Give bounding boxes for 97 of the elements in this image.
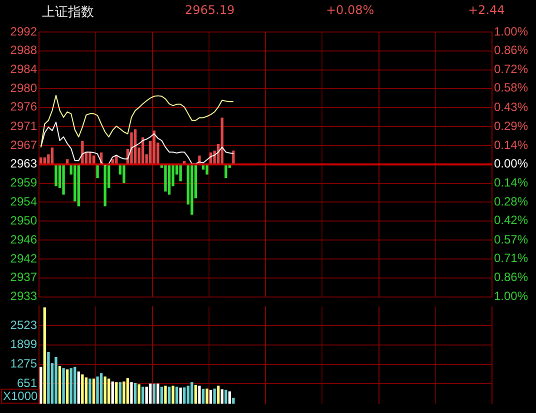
y-tick-label: 2976 <box>10 100 38 114</box>
y2-tick-label: 0.28% <box>494 194 528 208</box>
y-tick-label: 2954 <box>10 194 38 209</box>
bar <box>70 368 72 404</box>
y2-tick-label: 0.71% <box>494 251 528 266</box>
bar <box>168 386 171 404</box>
bar <box>183 387 186 404</box>
y-tick-label: 2933 <box>10 289 38 304</box>
bar <box>190 382 194 404</box>
y-tick-label: 2937 <box>10 270 38 284</box>
bar <box>209 390 212 404</box>
bar <box>81 374 84 404</box>
bar <box>206 388 208 404</box>
y-tick-label: 2971 <box>10 118 38 133</box>
text: X1000 <box>3 389 38 404</box>
y2-tick-label: 0.14% <box>494 176 528 190</box>
bar <box>118 382 122 404</box>
y-tick-label: 2992 <box>10 24 38 38</box>
bar <box>224 390 228 404</box>
bar <box>145 386 148 404</box>
y2-tick-label: 0.42% <box>494 212 528 227</box>
y2-tick-label: 0.86% <box>494 43 528 58</box>
bar <box>160 386 164 404</box>
bar <box>179 388 182 404</box>
bar <box>138 384 140 404</box>
bar <box>77 372 80 404</box>
bar <box>130 382 133 404</box>
bar <box>164 386 167 404</box>
text: +0.08% <box>326 3 374 17</box>
y-tick-label: 2523 <box>10 318 38 332</box>
bar <box>216 386 220 404</box>
bar <box>111 381 114 404</box>
bar <box>62 164 65 195</box>
bar <box>115 382 118 404</box>
bar <box>54 164 58 186</box>
bar <box>122 164 126 184</box>
bar <box>134 383 137 404</box>
y-tick-label: 2942 <box>10 251 38 266</box>
bar <box>40 366 42 404</box>
y-tick-label: 2984 <box>10 62 38 76</box>
bar <box>172 386 174 404</box>
bar <box>141 386 144 404</box>
bar <box>104 376 106 404</box>
bar <box>100 373 103 404</box>
bar <box>202 388 205 404</box>
bar <box>164 164 167 192</box>
bar <box>58 366 62 404</box>
y-tick-label: 2980 <box>10 81 38 96</box>
bar <box>96 376 99 404</box>
bar <box>66 369 69 404</box>
bar <box>175 386 178 404</box>
y-tick-label: 2959 <box>10 176 38 190</box>
chart-title: 上证指数 <box>42 4 94 21</box>
y2-tick-label: 0.43% <box>494 100 528 114</box>
bar <box>88 378 92 404</box>
bar <box>92 378 96 404</box>
bar <box>156 384 160 404</box>
y-tick-label: 2967 <box>10 138 38 152</box>
bar <box>149 384 152 404</box>
text: 2965.19 <box>185 3 235 17</box>
y2-tick-label: 0.58% <box>494 80 528 95</box>
y2-tick-label: 0.72% <box>494 62 528 76</box>
y-tick-label: 2950 <box>10 213 38 228</box>
y-tick-label: 1275 <box>10 356 38 371</box>
bar <box>84 377 88 404</box>
y2-tick-label: 0.00% <box>494 156 528 171</box>
bar <box>194 384 197 404</box>
y2-tick-label: 1.00% <box>494 24 528 38</box>
bar <box>122 381 126 404</box>
bar <box>179 164 182 182</box>
y2-tick-label: 0.86% <box>494 270 528 284</box>
bar <box>198 386 201 404</box>
bar <box>186 386 190 404</box>
bar <box>220 389 224 404</box>
bar <box>47 352 50 404</box>
y2-tick-label: 0.14% <box>494 138 528 152</box>
bar <box>108 378 110 404</box>
y-tick-label: 2963 <box>10 156 38 171</box>
y-tick-label: 651 <box>16 376 38 390</box>
y2-tick-label: 1.00% <box>494 289 528 304</box>
bar <box>77 164 80 206</box>
bar <box>228 391 231 404</box>
bar <box>62 368 65 404</box>
y2-tick-label: 0.29% <box>494 118 528 133</box>
bar <box>43 307 46 404</box>
y-tick-label: 2988 <box>10 43 38 58</box>
y-tick-label: 1899 <box>10 337 38 352</box>
bar <box>104 164 106 206</box>
bar <box>190 164 194 215</box>
bar <box>152 384 156 404</box>
y2-tick-label: 0.57% <box>494 232 528 246</box>
bar <box>74 366 76 404</box>
bar <box>54 356 58 404</box>
text: +2.44 <box>468 3 505 17</box>
bar <box>126 378 130 404</box>
bar <box>213 388 216 404</box>
y-tick-label: 2946 <box>10 232 38 246</box>
